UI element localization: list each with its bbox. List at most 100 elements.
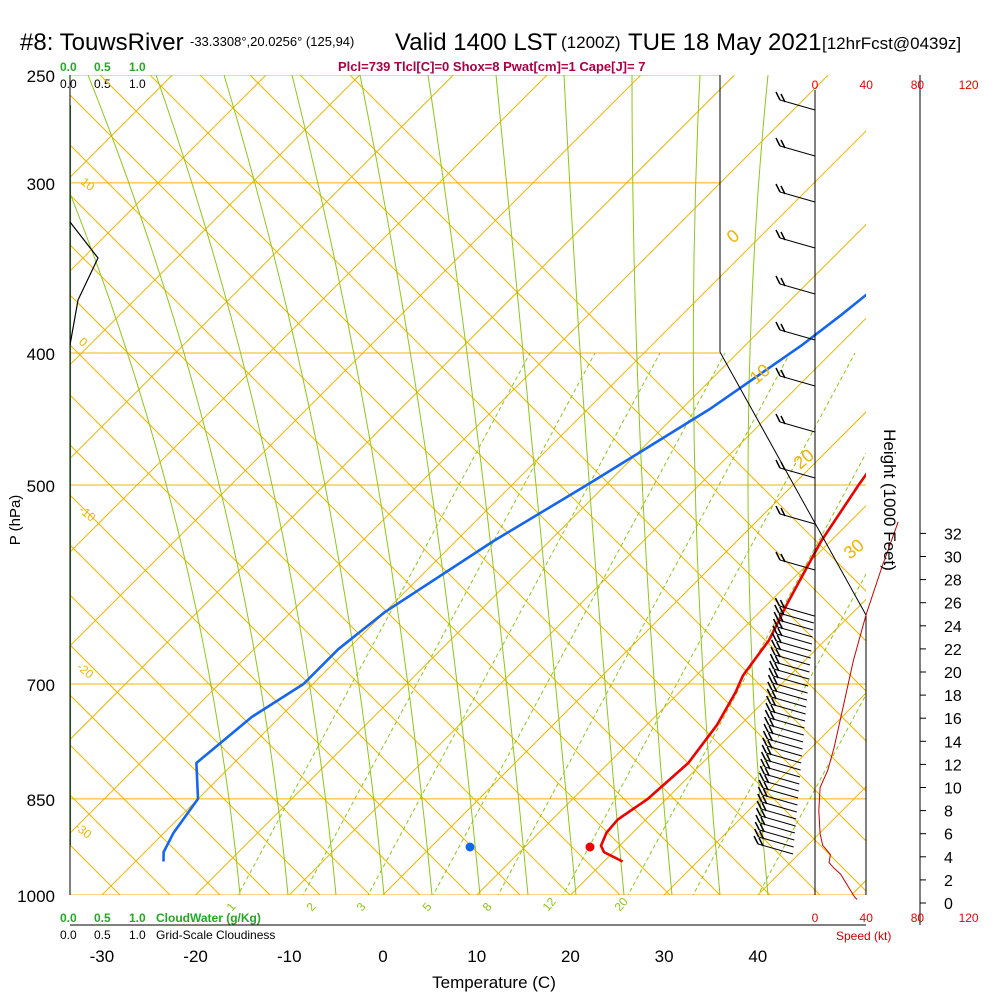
mixing-ratio-label: 3 xyxy=(354,900,369,914)
wind-barb xyxy=(764,716,804,736)
surface-dewpoint-dot xyxy=(465,842,475,852)
wind-barb-flag xyxy=(775,367,781,377)
cloud-top-black-0: 0.0 xyxy=(60,77,77,91)
wind-barb-flag xyxy=(764,767,771,777)
wind-barb-staff xyxy=(779,559,816,571)
wind-barb-staff xyxy=(773,675,809,687)
wind-barb-flag xyxy=(769,660,775,670)
wind-barb-flag xyxy=(762,795,768,805)
cloud-bot-black-2: 1.0 xyxy=(129,928,146,942)
speed-top-tick: 40 xyxy=(860,78,874,92)
wind-barb xyxy=(771,639,811,659)
wind-barb-flag xyxy=(780,139,786,149)
dry-adiabat-line xyxy=(70,94,866,892)
wind-barb xyxy=(775,275,816,295)
speed-top-tick: 80 xyxy=(911,78,925,92)
wind-barb-flag xyxy=(769,711,776,721)
plot-grid xyxy=(70,75,866,895)
wind-barb xyxy=(755,814,796,834)
wind-barb-staff xyxy=(757,843,794,855)
dry-adiabat-label: -30 xyxy=(72,820,95,842)
dry-adiabat-label: -10 xyxy=(76,503,99,525)
temperature-tick-label: -20 xyxy=(183,947,208,966)
wind-barb-staff xyxy=(761,808,797,820)
wind-barb-flag xyxy=(772,625,778,635)
wind-barb xyxy=(755,807,796,827)
wind-barb-staff xyxy=(770,703,806,715)
mixing-ratio-label: 12 xyxy=(540,894,560,913)
isotherm-line xyxy=(70,75,361,366)
wind-barb-flag xyxy=(769,718,775,728)
cloud-scale-bottom: 0.0 0.5 1.0 CloudWater (g/Kg) 0.0 0.5 1.… xyxy=(60,911,275,942)
wind-barb-staff xyxy=(776,633,813,645)
wind-barb xyxy=(753,835,794,855)
dry-adiabat-line xyxy=(70,394,571,895)
wind-barb-staff xyxy=(774,661,810,673)
wind-barb xyxy=(759,765,800,785)
mixing-ratio-label: 8 xyxy=(480,900,495,914)
wind-barb-flag xyxy=(775,413,781,423)
height-tick-label: 26 xyxy=(944,596,962,613)
wind-barb-flag xyxy=(754,821,760,831)
wind-barb-staff xyxy=(758,836,794,848)
wind-barb-flag xyxy=(780,415,786,425)
dry-adiabat-line xyxy=(70,244,721,895)
wind-barb-flag xyxy=(779,599,786,609)
height-tick-label: 30 xyxy=(944,550,962,567)
wind-barb xyxy=(775,137,816,157)
dry-adiabat-line xyxy=(70,494,471,895)
mixing-ratio-label: 2 xyxy=(304,900,319,914)
wind-barb-flag xyxy=(775,505,781,515)
station-title: #8: TouwsRiver xyxy=(20,29,184,56)
wind-barb xyxy=(762,737,802,757)
wind-barb-flag xyxy=(769,653,776,663)
wind-barb-flag xyxy=(780,369,786,379)
moist-adiabat-line xyxy=(692,75,721,895)
wind-barb-staff xyxy=(767,738,803,750)
wind-barb-staff xyxy=(772,682,808,694)
wind-barb xyxy=(760,758,801,778)
wind-barb-staff xyxy=(765,759,801,771)
wind-barb-flag xyxy=(766,746,772,756)
isotherm-line xyxy=(851,879,866,895)
temperature-profile xyxy=(599,472,866,863)
wind-barb-flag xyxy=(765,760,771,770)
wind-barb-flag xyxy=(771,632,777,642)
wind-barb-flag xyxy=(753,828,760,838)
wind-barb-flag xyxy=(772,676,779,686)
wind-barb-staff xyxy=(759,822,796,834)
wind-barb-flag xyxy=(776,634,782,644)
height-tick-label: 22 xyxy=(944,642,962,659)
pressure-tick-label: 1000 xyxy=(17,887,55,906)
station-coords: -33.3308°,20.0256° (125,94) xyxy=(190,34,354,49)
wind-barb-flag xyxy=(764,774,770,784)
wind-barb-flag xyxy=(762,788,769,798)
dry-adiabat-label: 30 xyxy=(840,535,868,563)
wind-barb xyxy=(775,183,816,203)
height-tick-label: 24 xyxy=(944,619,962,636)
dry-adiabat-label: 10 xyxy=(78,175,97,195)
plot-traces xyxy=(70,105,866,863)
wind-barb xyxy=(775,459,816,479)
mixing-ratio-line xyxy=(627,452,866,895)
height-tick-label: 8 xyxy=(944,804,953,821)
dry-adiabat-label: -20 xyxy=(74,660,97,682)
wind-barb xyxy=(765,695,806,715)
dry-adiabat-line xyxy=(149,75,866,792)
wind-barb-flag xyxy=(757,793,763,803)
cloud-scale-top: 0.0 0.5 1.0 0.0 0.5 1.0 xyxy=(60,60,146,91)
moist-adiabat-line xyxy=(291,75,433,895)
dry-adiabat-line xyxy=(349,75,866,592)
wind-barb xyxy=(756,800,797,820)
wind-barb-flag xyxy=(770,697,777,707)
wind-barb-flag xyxy=(774,597,781,607)
cloud-top-black-2: 1.0 xyxy=(129,77,146,91)
mixing-ratio-line xyxy=(757,693,866,895)
speed-bottom-tick: 120 xyxy=(959,911,979,925)
cloud-top-black-1: 0.5 xyxy=(94,77,111,91)
mixing-ratio-line xyxy=(302,352,596,895)
wind-barb-staff xyxy=(771,696,807,708)
wind-barb-flag xyxy=(755,807,762,817)
cloudiness-label: Grid-Scale Cloudiness xyxy=(156,928,275,942)
isotherm-line xyxy=(70,75,548,553)
